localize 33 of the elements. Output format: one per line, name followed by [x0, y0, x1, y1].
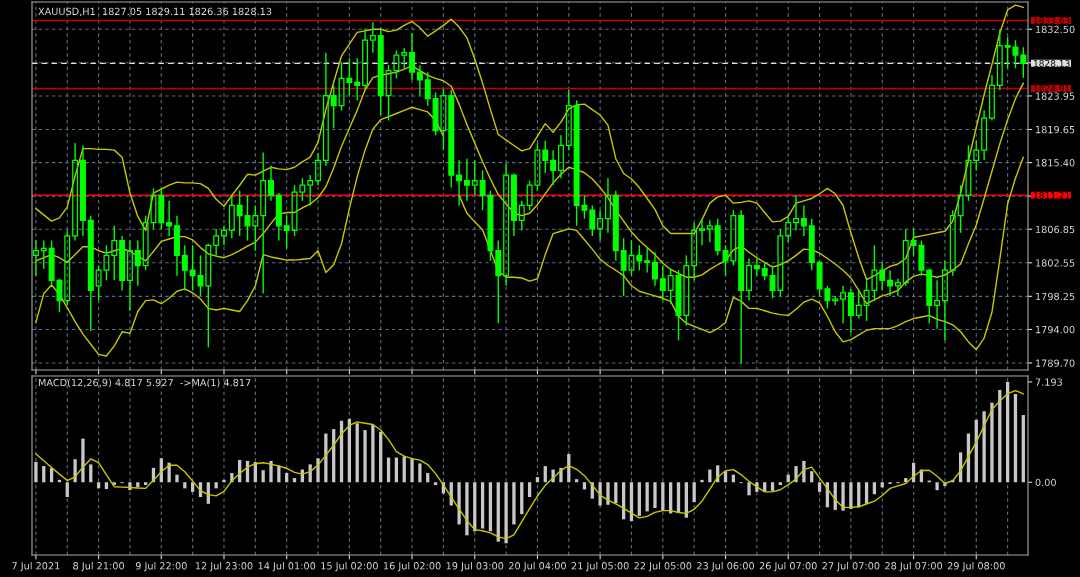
y-tick-label: 0.00 [1035, 478, 1056, 487]
x-tick-label: 16 Jul 02:00 [383, 561, 441, 572]
y-tick-label: 1823.95 [1036, 92, 1075, 100]
x-tick-label: 9 Jul 22:00 [135, 561, 187, 572]
x-tick-label: 15 Jul 02:00 [321, 561, 378, 572]
ref-line-label: 1828.13 [1033, 59, 1070, 67]
x-tick-label: 12 Jul 23:00 [195, 561, 253, 572]
x-tick-label: 21 Jul 05:00 [571, 561, 629, 572]
ref-line-label: 1833.63 [1033, 17, 1070, 24]
y-tick-label: 1802.55 [1036, 259, 1075, 267]
x-tick-label: 20 Jul 04:00 [509, 561, 566, 572]
chart-title: MACD(12,26,9) 4.817 5.927 ->MA(1) 4.817 [38, 378, 251, 388]
y-tick-label: 1794.00 [1036, 325, 1075, 334]
x-tick-label: 22 Jul 05:00 [634, 561, 692, 572]
x-tick-label: 7 Jul 2021 [12, 561, 60, 572]
y-tick-label: 1832.50 [1036, 25, 1075, 34]
y-tick-label: 1815.40 [1036, 159, 1075, 167]
x-tick-label: 19 Jul 03:00 [446, 561, 504, 572]
x-tick-label: 27 Jul 07:00 [822, 561, 880, 572]
x-tick-label: 29 Jul 08:00 [947, 561, 1005, 572]
x-tick-label: 14 Jul 01:00 [258, 561, 316, 572]
y-tick-label: 1798.25 [1036, 292, 1075, 301]
x-tick-label: 8 Jul 21:00 [73, 561, 125, 572]
x-tick-label: 23 Jul 06:00 [697, 561, 755, 572]
ref-line-label: 1824.91 [1033, 85, 1070, 92]
y-tick-label: 1806.85 [1036, 225, 1075, 234]
y-tick-label: 1819.65 [1036, 125, 1075, 134]
y-tick-label: 7.193 [1035, 378, 1062, 386]
text: XAUUSD,H1 1827.05 1829.11 1826.36 1828.13 [38, 7, 272, 17]
y-tick-label: 1789.70 [1036, 359, 1075, 367]
x-tick-label: 26 Jul 07:00 [759, 561, 817, 572]
x-tick-label: 28 Jul 07:00 [885, 561, 943, 572]
ref-line-label: 1811.21 [1033, 191, 1070, 199]
